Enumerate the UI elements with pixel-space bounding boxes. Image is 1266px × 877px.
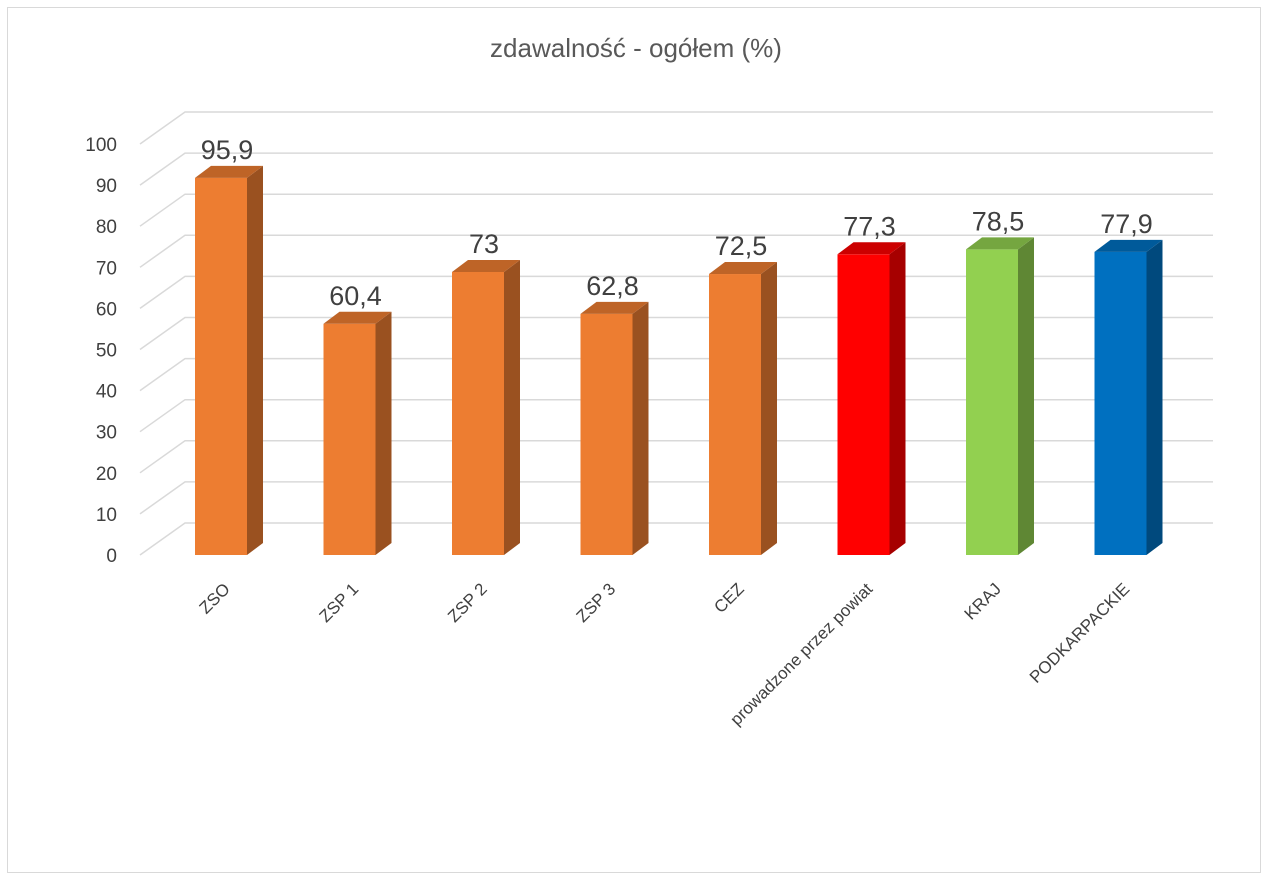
gridline [139,316,1213,351]
data-label: 73 [469,229,499,259]
bar-side [1146,239,1163,555]
y-tick-label: 30 [96,423,117,444]
y-tick-label: 100 [85,135,117,156]
gridline [139,440,1213,474]
bar [966,237,1034,556]
y-tick-label: 50 [96,341,117,362]
bar-top [966,237,1034,250]
bar-side [375,311,392,555]
bar [323,311,392,555]
bar-front [966,249,1018,556]
data-label: 77,9 [1100,209,1153,239]
bar-top [837,242,906,255]
bar-side [632,301,649,555]
gridline [139,275,1213,310]
chart-title: zdawalność - ogółem (%) [490,33,782,63]
bar [580,301,649,555]
bar-side [889,242,906,555]
bar-side [761,262,777,555]
gridline [139,481,1213,515]
x-category-label: ZSP 3 [573,579,620,626]
gridlines [139,111,1213,556]
data-labels: 95,9 60,4 73 62,8 72,5 77,3 78,5 77,9 [201,135,1153,311]
x-category-label: PODKARPACKIE [1026,579,1133,686]
bar-front [195,177,247,555]
bar [452,259,520,555]
gridline [139,111,1213,145]
bar-top [323,311,392,324]
data-label: 77,3 [843,211,896,241]
bar-top [709,262,777,275]
data-label: 60,4 [329,281,382,311]
y-tick-label: 10 [96,505,117,526]
x-category-label: ZSO [196,579,234,617]
y-tick-label: 70 [96,258,117,279]
data-label: 72,5 [715,231,768,261]
bars [195,165,1163,556]
bar-front [452,271,504,555]
gridline [139,234,1213,268]
bar-front [580,313,633,555]
y-tick-label: 20 [96,464,117,485]
y-tick-label: 40 [96,382,117,403]
bar-top [1094,239,1163,252]
y-tick-label: 80 [96,217,117,238]
bar-top [195,165,263,178]
bar-front [709,274,761,555]
bar [837,242,906,555]
bar-side [1018,237,1034,556]
bar-front [323,323,376,555]
bar [709,262,777,555]
y-tick-label: 0 [106,546,117,567]
gridline [139,357,1213,392]
data-label: 78,5 [972,206,1025,236]
x-category-label: ZSP 1 [316,579,363,626]
bar-side [504,259,520,555]
x-category-label: KRAJ [961,579,1005,623]
bar [1094,239,1163,555]
data-label: 95,9 [201,135,254,165]
bar-front [837,254,890,555]
gridline [139,398,1213,433]
bar-front [1094,251,1147,555]
data-label: 62,8 [586,271,639,301]
bar-side [247,165,263,555]
bar-top [580,301,649,314]
x-category-label: CEZ [710,579,747,616]
gridline [139,522,1213,556]
bar-top [452,259,520,272]
gridline [139,152,1213,186]
bar [195,165,263,555]
gridline [139,193,1213,227]
y-tick-label: 90 [96,176,117,197]
x-category-label: prowadzone przez powiat [727,579,877,729]
x-category-label: ZSP 2 [444,579,491,626]
y-tick-label: 60 [96,299,117,320]
y-axis-ticks: 0 10 20 30 40 50 60 70 80 90 100 [85,135,117,567]
